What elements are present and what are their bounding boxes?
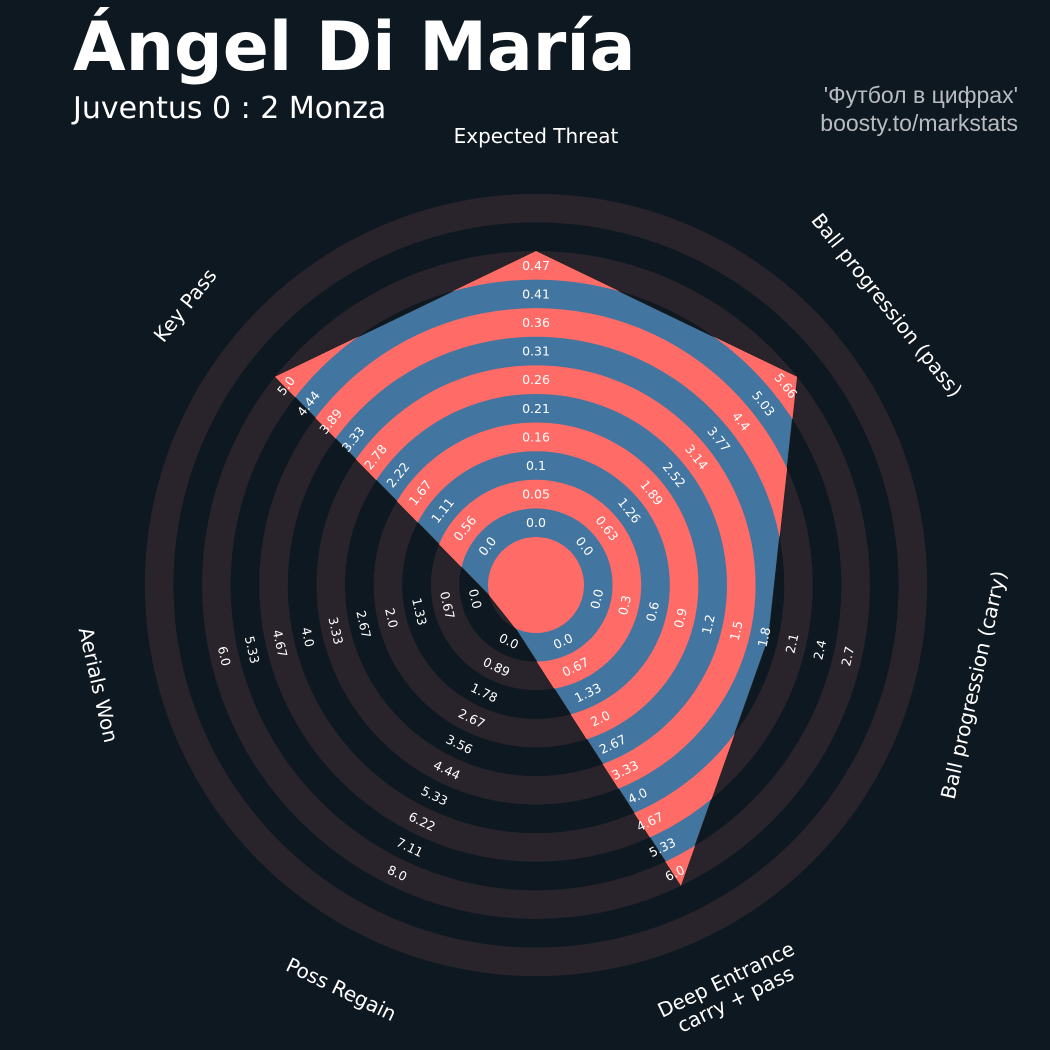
parameter-label-line: Expected Threat <box>454 124 619 148</box>
match-subtitle: Juventus 0 : 2 Monza <box>73 91 387 126</box>
credit-block: 'Футбол в цифрах' boosty.to/markstats <box>820 82 1018 137</box>
tick-label: 0.16 <box>522 429 550 444</box>
tick-label: 3.33 <box>325 615 346 645</box>
tick-label: 1.33 <box>409 596 430 626</box>
tick-label: 2.1 <box>782 632 801 655</box>
tick-label: 0.26 <box>522 372 550 387</box>
tick-label: 2.0 <box>382 607 401 630</box>
tick-label: 2.7 <box>838 645 857 668</box>
tick-label: 0.3 <box>615 594 634 617</box>
tick-label: 0.0 <box>526 515 546 530</box>
value-polygon-group <box>274 250 798 888</box>
parameter-label-line: Aerials Won <box>74 625 124 745</box>
credit-line-2: boosty.to/markstats <box>820 109 1018 136</box>
tick-label: 4.67 <box>270 628 291 658</box>
tick-label: 2.4 <box>810 638 829 661</box>
tick-label: 0.67 <box>437 590 458 620</box>
tick-label: 0.0 <box>587 587 606 610</box>
parameter-label: Expected Threat <box>454 124 619 148</box>
tick-label: 0.0 <box>466 587 485 610</box>
tick-label: 0.47 <box>522 258 550 273</box>
tick-label: 0.31 <box>522 344 550 359</box>
tick-label: 0.36 <box>522 315 550 330</box>
tick-label: 0.21 <box>522 401 550 416</box>
credit-line-1: 'Футбол в цифрах' <box>823 82 1018 108</box>
tick-label: 1.2 <box>699 613 718 636</box>
tick-label: 1.5 <box>727 619 746 642</box>
tick-label: 4.0 <box>298 626 317 649</box>
tick-label: 0.6 <box>643 600 662 623</box>
tick-label: 0.1 <box>526 458 546 473</box>
parameter-label: Aerials Won <box>74 625 124 745</box>
tick-label: 0.05 <box>522 487 550 502</box>
tick-label: 1.8 <box>755 626 774 649</box>
tick-label: 0.41 <box>522 286 550 301</box>
tick-label: 6.0 <box>215 645 234 668</box>
page-title: Ángel Di María <box>73 8 636 87</box>
tick-label: 2.67 <box>353 609 374 639</box>
tick-label: 0.9 <box>671 607 690 630</box>
tick-label: 5.33 <box>242 635 263 665</box>
polygon-ring-bands <box>274 251 798 886</box>
polygon-center-disc <box>488 537 584 633</box>
